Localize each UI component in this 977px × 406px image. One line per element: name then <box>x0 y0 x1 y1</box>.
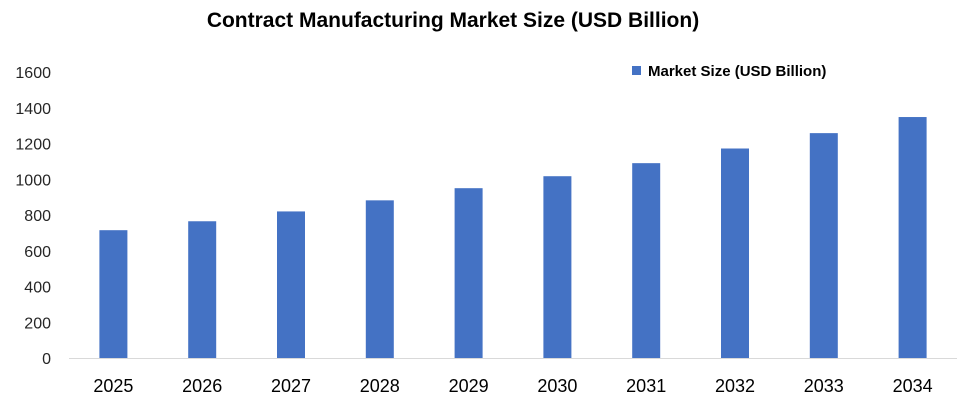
bar-2027 <box>277 211 305 358</box>
y-tick-label: 400 <box>24 280 51 297</box>
y-tick-label: 1000 <box>15 172 51 189</box>
y-tick-label: 1600 <box>15 65 51 82</box>
y-tick-label: 1400 <box>15 101 51 118</box>
y-tick-label: 0 <box>42 351 51 368</box>
bar-2034 <box>898 117 927 358</box>
chart-title: Contract Manufacturing Market Size (USD … <box>207 9 699 32</box>
bar-2028 <box>365 200 394 358</box>
legend: Market Size (USD Billion) <box>632 63 826 80</box>
y-tick-label: 1200 <box>15 137 51 154</box>
x-tick-label: 2028 <box>360 376 400 396</box>
y-axis: 0 200 400 600 800 1000 1200 1400 1600 <box>15 65 51 368</box>
x-tick-label: 2030 <box>537 376 577 396</box>
bar-2030 <box>543 176 572 358</box>
y-tick-label: 800 <box>24 208 51 225</box>
legend-label: Market Size (USD Billion) <box>648 63 826 80</box>
bar-2025 <box>99 230 128 358</box>
y-tick-label: 600 <box>24 244 51 261</box>
x-tick-label: 2031 <box>626 376 666 396</box>
bar-2033 <box>809 133 838 358</box>
bars <box>99 117 927 358</box>
y-tick-label: 200 <box>24 315 51 332</box>
x-tick-label: 2033 <box>804 376 844 396</box>
bar-2026 <box>188 221 217 358</box>
legend-swatch <box>632 66 641 75</box>
x-axis: 2025 2026 2027 2028 2029 2030 2031 2032 2033 2034 <box>93 376 932 396</box>
x-tick-label: 2029 <box>449 376 489 396</box>
x-tick-label: 2027 <box>271 376 311 396</box>
bar-2032 <box>721 148 749 358</box>
x-tick-label: 2025 <box>93 376 133 396</box>
x-tick-label: 2034 <box>893 376 933 396</box>
x-tick-label: 2026 <box>182 376 222 396</box>
bar-2031 <box>632 163 661 358</box>
bar-2029 <box>454 188 483 358</box>
x-tick-label: 2032 <box>715 376 755 396</box>
